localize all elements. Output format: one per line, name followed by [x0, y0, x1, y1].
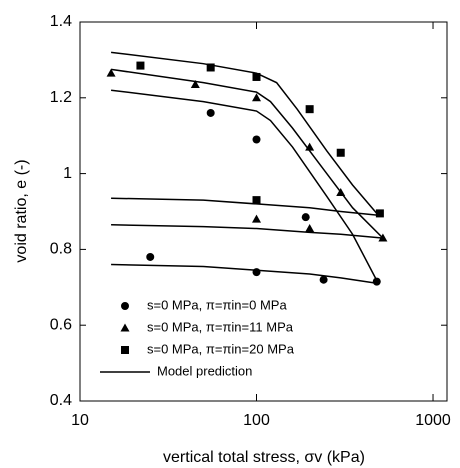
legend-label: s=0 MPa, π=πin=0 MPa	[147, 297, 287, 312]
data-point	[301, 213, 310, 222]
data-point	[252, 214, 262, 223]
legend-label: Model prediction	[157, 363, 252, 378]
legend-marker	[121, 302, 129, 310]
model-line	[110, 51, 379, 216]
data-point	[136, 61, 145, 70]
model-line	[110, 89, 380, 284]
y-tick-label: 0.4	[50, 392, 72, 409]
legend-marker	[120, 323, 130, 332]
data-point	[375, 209, 384, 218]
data-point	[106, 68, 116, 77]
data-point	[146, 252, 155, 261]
data-point	[206, 63, 215, 72]
data-point	[336, 148, 345, 157]
x-tick-label: 100	[243, 412, 270, 429]
model-line	[111, 263, 379, 285]
data-point	[252, 196, 261, 205]
data-point	[206, 108, 215, 117]
data-point	[252, 135, 261, 144]
y-tick-label: 1.2	[50, 89, 72, 106]
model-line	[111, 197, 379, 217]
y-tick-label: 0.6	[50, 316, 72, 333]
legend-label: s=0 MPa, π=πin=11 MPa	[147, 319, 294, 334]
y-tick-label: 1	[63, 165, 72, 182]
plot-frame	[79, 21, 448, 402]
x-tick-label: 10	[71, 412, 89, 429]
data-point	[252, 72, 261, 81]
legend-label: s=0 MPa, π=πin=20 MPa	[147, 341, 295, 356]
x-axis-label: vertical total stress, σv (kPa)	[163, 449, 365, 466]
y-tick-label: 0.8	[50, 241, 72, 258]
data-point	[252, 93, 262, 102]
legend-marker	[121, 346, 129, 354]
data-point	[305, 224, 315, 233]
x-tick-label: 1000	[415, 412, 451, 429]
data-point	[319, 275, 328, 284]
data-point	[305, 105, 314, 114]
model-line	[111, 224, 383, 239]
y-tick-label: 1.4	[50, 13, 72, 30]
model-line	[110, 68, 384, 239]
y-axis-label: void ratio, e (-)	[13, 159, 30, 262]
data-point	[190, 80, 200, 89]
